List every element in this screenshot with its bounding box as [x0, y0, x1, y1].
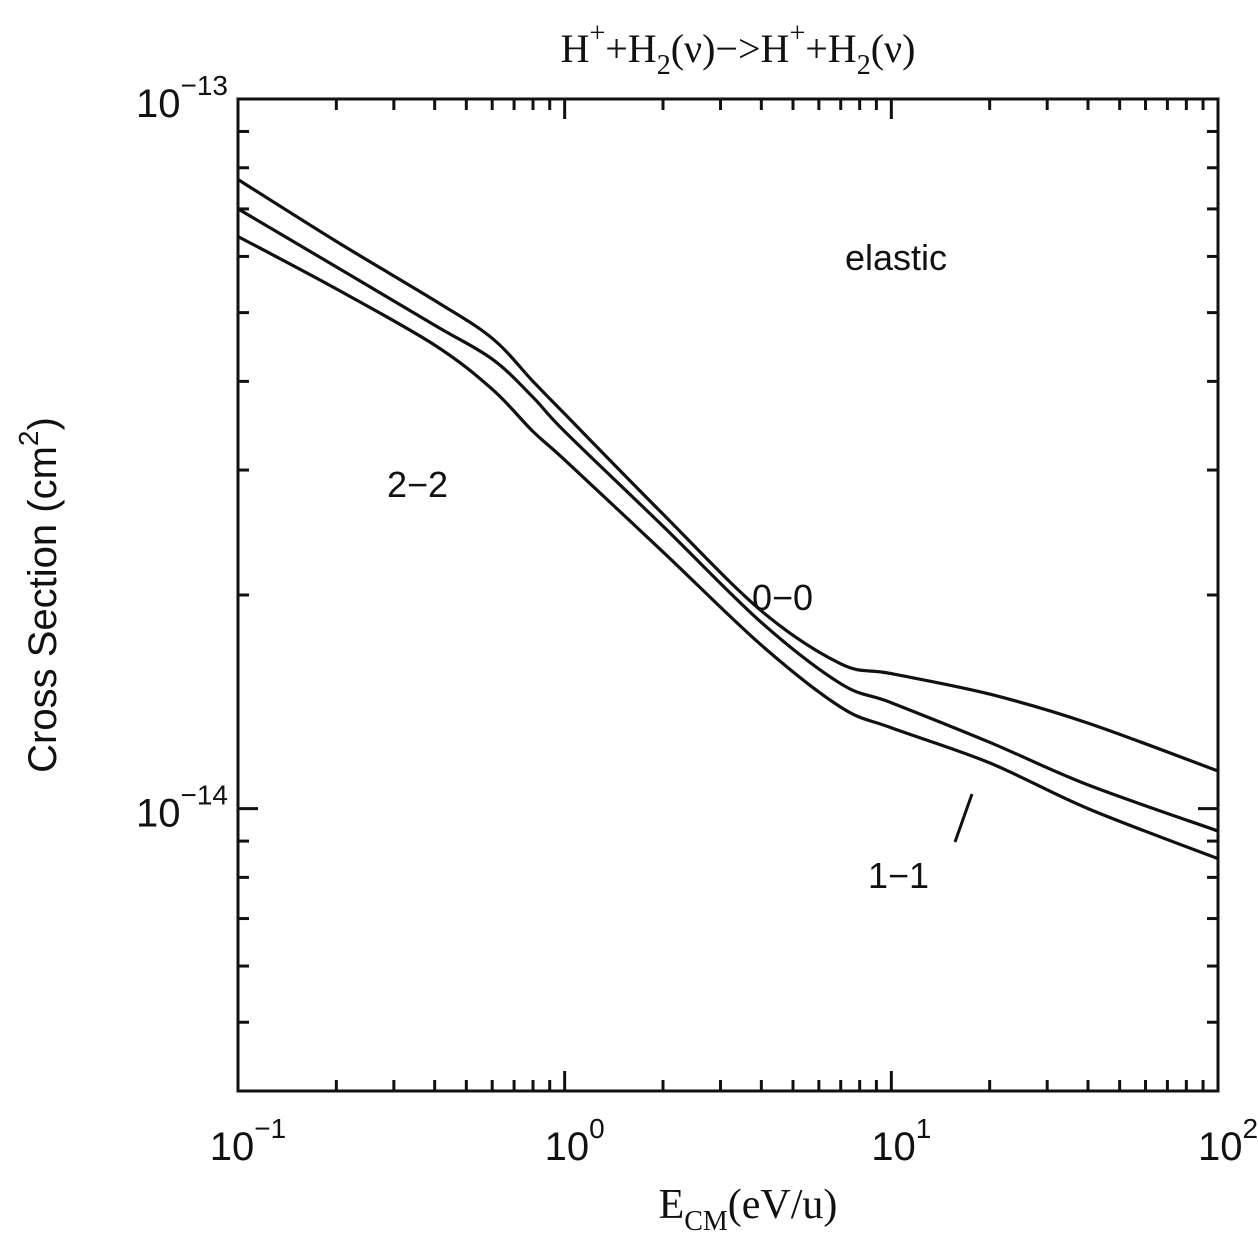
y-tick-label-base: 10 [136, 792, 181, 836]
x-tick-label-base: 10 [210, 1125, 255, 1169]
y-tick-label-exponent: −14 [181, 780, 229, 811]
data-series [237, 178, 1219, 861]
y-axis-title-rest: ) [21, 417, 65, 430]
title-part: +H [805, 26, 856, 71]
x-axis-title-main: E [659, 1182, 685, 1228]
annotations: elastic 0−0 2−2 1−1 [387, 237, 974, 896]
y-tick-label-base: 10 [136, 82, 181, 126]
y-axis-title: Cross Section (cm2) [13, 417, 65, 773]
annotation-pointer-1-1 [953, 793, 974, 843]
y-tick-label: 10−13 [136, 70, 228, 126]
axis-ticks [236, 97, 1220, 1093]
x-tick-label: 10−1 [210, 1113, 286, 1169]
title-part: + [589, 18, 605, 49]
x-axis-title-sub: CM [684, 1206, 728, 1237]
series-line-2-2 [237, 235, 1219, 861]
x-tick-label: 101 [871, 1113, 931, 1169]
x-tick-label-exponent: 0 [589, 1113, 605, 1144]
x-tick-label-base: 10 [545, 1125, 590, 1169]
annotation-curve-2-2: 2−2 [387, 464, 448, 505]
annotation-curve-0-0: 0−0 [752, 577, 813, 618]
x-axis-title: ECM(eV/u) [659, 1182, 838, 1237]
title-part: (ν)−>H [671, 26, 790, 71]
series-line-0-0 [237, 178, 1219, 773]
x-tick-label-exponent: −1 [254, 1113, 286, 1144]
y-axis-title-main: Cross Section (cm [21, 446, 65, 773]
x-tick-label-exponent: 2 [1242, 1113, 1258, 1144]
x-tick-label-base: 10 [871, 1125, 916, 1169]
plot-frame [236, 97, 1220, 1093]
series-line-1-1 [237, 207, 1219, 833]
x-tick-label-exponent: 1 [916, 1113, 932, 1144]
title-part: +H [605, 26, 656, 71]
title-part: H [561, 26, 590, 71]
annotation-elastic: elastic [845, 237, 947, 278]
y-tick-label-exponent: −13 [181, 70, 229, 101]
title-part: + [789, 18, 805, 49]
x-tick-label-base: 10 [1198, 1125, 1243, 1169]
title-part: 2 [857, 50, 871, 81]
x-tick-label: 102 [1198, 1113, 1258, 1169]
title-part: 2 [657, 50, 671, 81]
chart-title: H++H2(ν)−>H++H2(ν) [561, 18, 916, 81]
title-part: (ν) [871, 26, 916, 71]
annotation-curve-1-1: 1−1 [868, 855, 929, 896]
y-tick-label: 10−14 [136, 780, 228, 836]
x-tick-label: 100 [545, 1113, 605, 1169]
x-axis-title-rest: (eV/u) [728, 1182, 838, 1228]
axis-titles: ECM(eV/u) Cross Section (cm2) [13, 417, 837, 1237]
y-axis-title-sup: 2 [13, 431, 44, 447]
chart-title-text: H++H2(ν)−>H++H2(ν) [561, 18, 916, 81]
